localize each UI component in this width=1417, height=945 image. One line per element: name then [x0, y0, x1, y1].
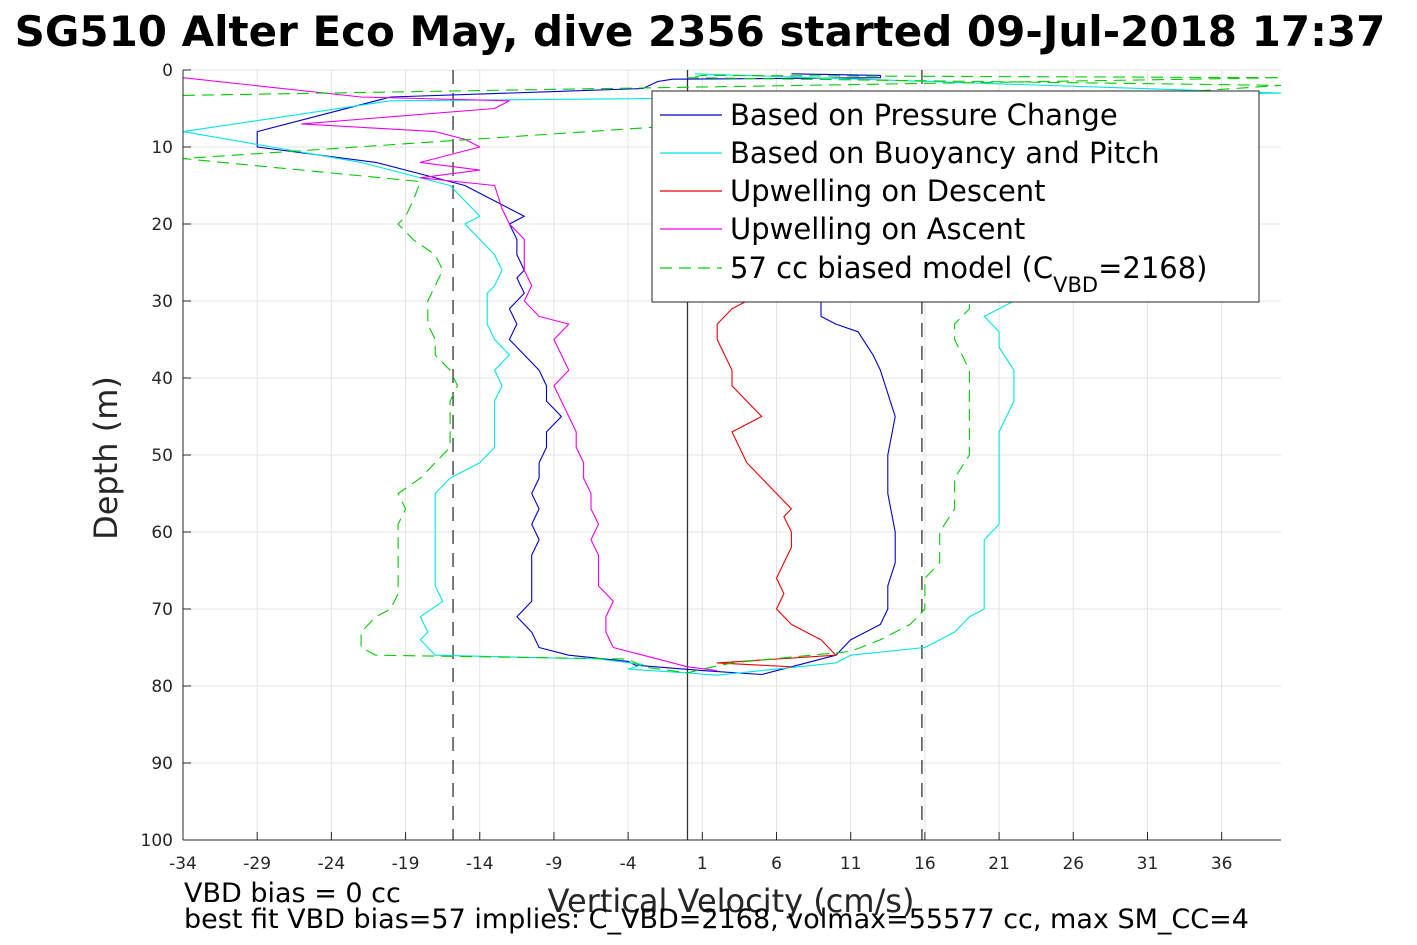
y-tick-label: 10: [151, 138, 173, 158]
x-tick-label: -14: [466, 854, 494, 874]
series-line-3: [183, 77, 718, 672]
y-tick-label: 50: [151, 446, 173, 466]
series-line-2: [716, 300, 837, 668]
x-tick-label: 16: [914, 854, 936, 874]
series-lines: [183, 73, 1281, 676]
vbd-bias-text: VBD bias = 0 cc: [184, 878, 401, 909]
y-tick-label: 80: [151, 677, 173, 697]
y-tick-labels: 0 10 20 30 40 50 60 70 80 90 100: [141, 61, 173, 851]
x-tick-label: 31: [1137, 854, 1159, 874]
legend-item: Based on Buoyancy and Pitch: [660, 136, 1160, 170]
x-tick-label: -19: [392, 854, 420, 874]
y-tick-label: 100: [141, 831, 173, 851]
x-tick-label: -24: [317, 854, 345, 874]
y-axis-label: Depth (m): [87, 376, 125, 540]
legend-box: [651, 90, 1260, 303]
y-tick-label: 20: [151, 215, 173, 235]
legend: Based on Pressure Change Based on Buoyanc…: [651, 90, 1260, 303]
chart-title: SG510 Alter Eco May, dive 2356 started 0…: [15, 7, 1386, 56]
x-tick-label: 21: [988, 854, 1010, 874]
y-tick-label: 40: [151, 369, 173, 389]
best-fit-text: best fit VBD bias=57 implies: C_VBD=2168…: [184, 904, 1249, 935]
legend-label: Based on Pressure Change: [730, 98, 1118, 132]
x-tick-labels: -34 -29 -24 -19 -14 -9 -4 1 6 11 16 21 26 31 36: [169, 854, 1232, 874]
x-tick-label: 36: [1211, 854, 1233, 874]
y-tick-label: 70: [151, 600, 173, 620]
legend-label: Based on Buoyancy and Pitch: [730, 136, 1160, 170]
x-tick-label: -29: [243, 854, 271, 874]
series-line-1: [183, 73, 1281, 676]
x-tick-label: -9: [545, 854, 562, 874]
x-tick-label: 6: [771, 854, 782, 874]
series-line-0: [256, 73, 896, 676]
x-tick-label: 1: [697, 854, 708, 874]
y-tick-label: 60: [151, 523, 173, 543]
series-line-4: [183, 74, 1281, 674]
x-tick-label: -34: [169, 854, 197, 874]
legend-item: Upwelling on Descent: [660, 174, 1046, 208]
y-tick-label: 90: [151, 754, 173, 774]
y-tick-label: 30: [151, 292, 173, 312]
legend-label: Upwelling on Descent: [730, 174, 1046, 208]
legend-label: Upwelling on Ascent: [730, 212, 1025, 246]
legend-label-biased-model: 57 cc biased model (CVBD=2168): [730, 251, 1208, 297]
x-tick-label: 26: [1062, 854, 1084, 874]
x-axis-label: Vertical Velocity (cm/s): [548, 882, 915, 920]
y-tick-label: 0: [162, 61, 173, 81]
legend-item-biased-model: 57 cc biased model (CVBD=2168): [660, 251, 1208, 297]
legend-item: Based on Pressure Change: [660, 98, 1118, 132]
x-tick-label: -4: [620, 854, 637, 874]
x-tick-label: 11: [840, 854, 862, 874]
legend-item: Upwelling on Ascent: [660, 212, 1025, 246]
